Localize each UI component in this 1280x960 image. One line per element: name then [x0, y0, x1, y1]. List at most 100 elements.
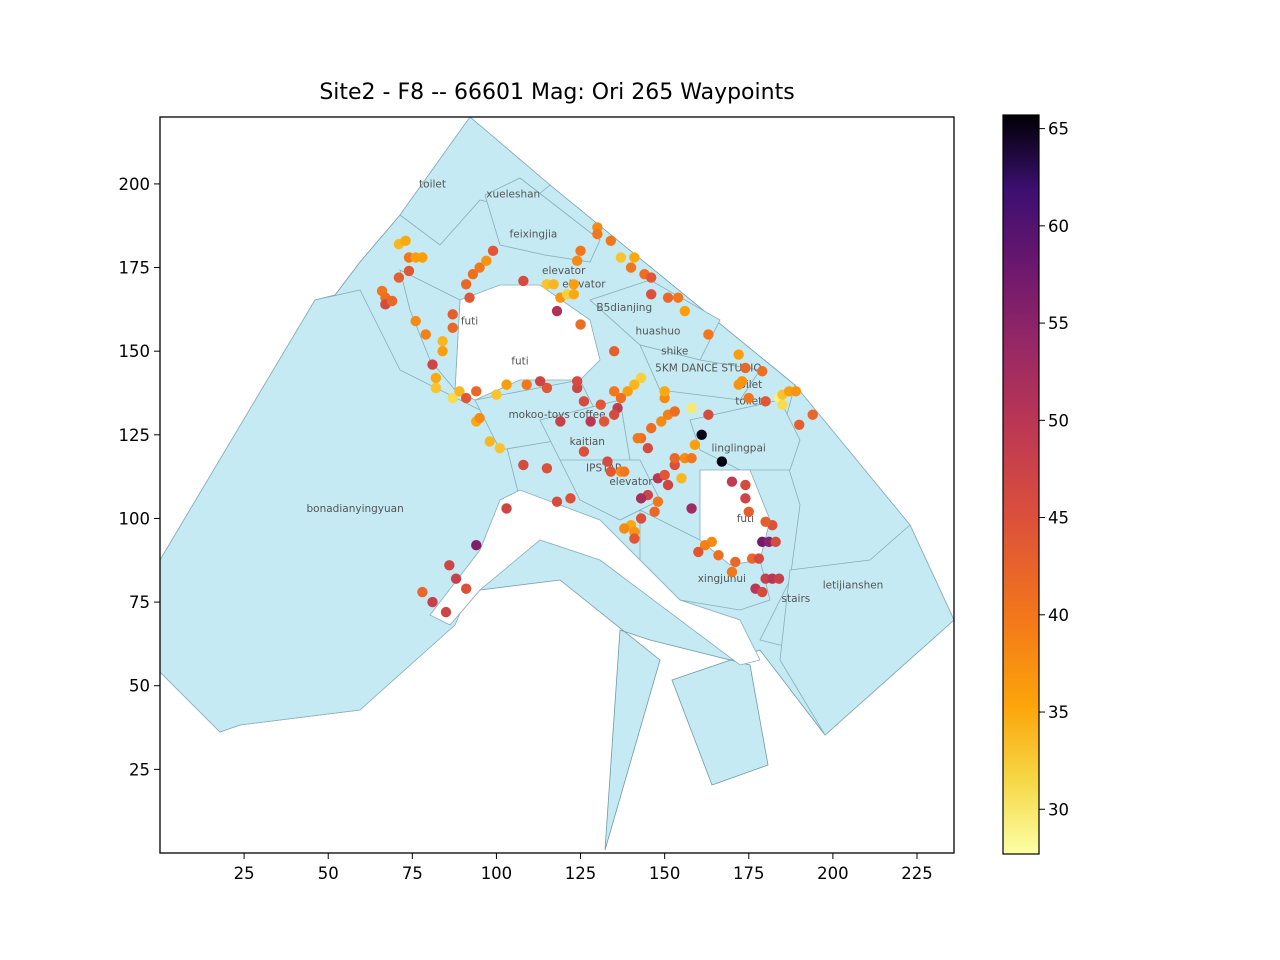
colorbar	[1002, 114, 1040, 855]
waypoint	[471, 386, 482, 397]
waypoint	[474, 412, 485, 424]
waypoint	[807, 409, 818, 420]
waypoint	[646, 422, 657, 434]
waypoint	[642, 443, 654, 454]
waypoint	[571, 376, 583, 387]
waypoint	[555, 416, 566, 427]
waypoint	[568, 289, 580, 300]
waypoint	[444, 560, 455, 571]
waypoint	[669, 406, 680, 417]
waypoint	[551, 496, 563, 507]
room-label: futi	[511, 356, 528, 368]
waypoint	[417, 252, 428, 263]
y-tick-label: 75	[129, 593, 150, 612]
waypoint	[410, 315, 421, 327]
waypoint	[740, 493, 751, 504]
waypoint	[760, 396, 771, 407]
room-label: feixingjia	[510, 228, 558, 240]
waypoint	[393, 272, 405, 283]
x-tick-label: 200	[817, 864, 849, 883]
room-label: kaitian	[570, 436, 605, 448]
waypoint	[447, 309, 458, 320]
x-tick-label: 175	[733, 864, 765, 883]
waypoint	[629, 379, 640, 390]
room-label: bonadianyingyuan	[307, 503, 404, 515]
waypoint	[386, 295, 398, 307]
waypoint	[541, 463, 553, 474]
waypoint	[460, 583, 472, 594]
waypoint	[491, 389, 502, 400]
waypoint	[619, 466, 630, 477]
colorbar-tick-label: 30	[1048, 800, 1069, 819]
waypoint	[592, 228, 603, 240]
waypoint	[403, 265, 415, 277]
waypoint	[629, 252, 640, 263]
waypoint	[548, 279, 559, 290]
waypoint	[662, 479, 674, 491]
waypoint	[794, 419, 805, 430]
colorbar-tick-label: 40	[1048, 606, 1069, 625]
waypoint	[605, 466, 617, 477]
y-tick-label: 150	[119, 342, 151, 361]
waypoint	[427, 596, 438, 608]
waypoint	[595, 399, 606, 410]
x-tick-label: 100	[481, 864, 513, 883]
waypoint	[652, 496, 664, 507]
room-shike	[639, 344, 761, 401]
waypoint	[669, 453, 680, 464]
room-label: xueleshan	[486, 188, 540, 200]
waypoint	[632, 432, 643, 444]
y-tick-label: 200	[119, 175, 151, 194]
room-label: 5KM DANCE STUDIO	[655, 362, 761, 374]
x-tick-label: 125	[565, 864, 597, 883]
waypoint	[568, 279, 580, 290]
waypoint	[757, 586, 768, 598]
waypoint	[646, 289, 657, 300]
waypoint	[460, 392, 472, 404]
waypoint	[686, 402, 697, 414]
y-tick-label: 100	[119, 509, 151, 528]
room-label: mokoo-toys coffee	[508, 409, 605, 421]
waypoint	[598, 416, 610, 427]
waypoint	[679, 305, 691, 317]
room-label: linglingpai	[712, 443, 766, 455]
waypoint	[726, 476, 738, 487]
room-letijianshen	[779, 524, 954, 736]
waypoint	[541, 382, 553, 394]
waypoint	[672, 292, 684, 303]
floor-plan	[160, 117, 954, 851]
waypoint	[467, 269, 479, 280]
waypoint	[615, 252, 627, 263]
colorbar-tick-label: 60	[1048, 217, 1069, 236]
x-tick-label: 25	[234, 864, 255, 883]
waypoint	[565, 493, 576, 504]
waypoint	[696, 429, 707, 441]
room-ipstar	[559, 459, 661, 521]
colorbar-tick-label: 35	[1048, 703, 1069, 722]
waypoint	[622, 386, 633, 397]
y-axis: 25 50 75 100 125 150 175 200	[119, 175, 160, 779]
room-feixingjia	[484, 177, 601, 263]
waypoint	[494, 443, 506, 454]
waypoint	[686, 503, 697, 514]
plot-frame	[159, 116, 955, 854]
waypoint	[420, 329, 431, 340]
waypoint	[518, 459, 529, 471]
waypoint	[501, 379, 512, 390]
waypoint	[460, 279, 472, 290]
waypoint	[659, 386, 670, 397]
waypoint	[770, 536, 781, 548]
waypoint	[437, 345, 448, 357]
waypoint	[400, 235, 411, 246]
waypoint	[440, 606, 452, 618]
waypoint	[656, 416, 667, 427]
waypoint	[430, 372, 442, 384]
waypoint	[471, 540, 482, 551]
waypoint	[773, 573, 785, 584]
waypoints	[376, 222, 818, 618]
y-tick-label: 125	[119, 426, 151, 445]
waypoint	[689, 439, 701, 451]
room-huashuo	[589, 279, 721, 361]
waypoint	[699, 540, 711, 551]
